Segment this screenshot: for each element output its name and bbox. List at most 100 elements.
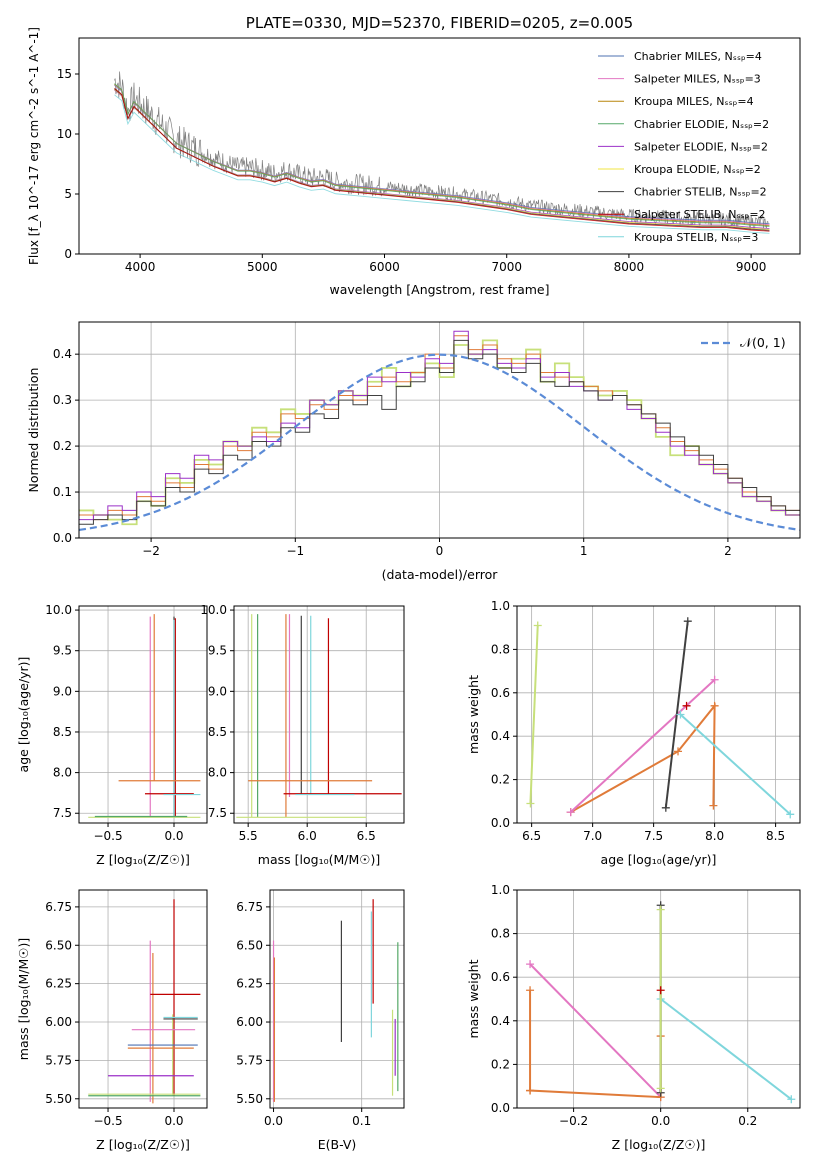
age_vs_mass-ytick-label-0: 7.5 (208, 806, 227, 820)
mass_vs_EBV-ytick-label-0: 5.50 (236, 1092, 263, 1106)
residuals-ytick-label-0: 0.0 (53, 531, 72, 545)
age_vs_mass-ytick-label-3: 9.0 (208, 684, 227, 698)
mass_vs_Z-xlabel: Z [log₁₀(Z/Z☉)] (96, 1137, 190, 1152)
residuals-xtick-label-0: −2 (142, 544, 160, 558)
weight_vs_Z-marker-3-1 (787, 1095, 796, 1104)
legend-label-7: Salpeter STELIB, Nₛₛₚ=2 (634, 208, 766, 221)
weight_vs_Z-xtick-label-2: 0.2 (738, 1114, 757, 1128)
age_vs_Z-ytick-label-2: 8.5 (53, 725, 72, 739)
weight_vs_Z-marker-1-2 (526, 1086, 535, 1095)
weight_vs_age-marker-3-1 (683, 617, 692, 626)
spectrum-xtick-label-0: 4000 (125, 260, 156, 274)
spectrum-ytick-label-1: 5 (64, 187, 72, 201)
legend-label-6: Chabrier STELIB, Nₛₛₚ=2 (634, 186, 767, 199)
mass_vs_Z-ytick-label-1: 5.75 (45, 1053, 72, 1067)
age_vs_mass-ytick-label-2: 8.5 (208, 725, 227, 739)
spectrum-spines (78, 37, 801, 255)
age_vs_mass-plot-area (236, 614, 402, 818)
age_vs_Z-xlabel: Z [log₁₀(Z/Z☉)] (96, 852, 190, 867)
weight_vs_age-marker-2-1 (710, 675, 719, 684)
age_vs_mass-frame: 5.5 6.0 6.5 7.5 8.0 8.5 9.0 9.5 10.0 (200, 603, 405, 843)
weight_vs_Z-line-0 (529, 963, 662, 1098)
weight_vs_age-line-2 (569, 679, 716, 813)
histogram-2 (79, 330, 800, 521)
age_vs_Z-ytick-label-3: 9.0 (53, 684, 72, 698)
weight_vs_age-marker-3-0 (661, 803, 670, 812)
weight_vs_age-xtick-label-3: 8.0 (705, 829, 724, 843)
mass_vs_EBV-xtick-label-1: 0.1 (352, 1114, 371, 1128)
mass_vs_Z-ytick-label-0: 5.50 (45, 1092, 72, 1106)
weight_vs_age-xlabel: age [log₁₀(age/yr)] (601, 852, 717, 867)
weight_vs_age-spines (516, 605, 801, 824)
weight_vs_Z-ytick-label-1: 0.2 (491, 1057, 510, 1071)
weight_vs_age-line-4 (679, 713, 791, 816)
legend-label-0: Chabrier MILES, Nₛₛₚ=4 (634, 50, 762, 63)
weight_vs_age-ytick-label-4: 0.8 (491, 642, 510, 656)
residuals-legend: 𝒩(0, 1) (701, 335, 786, 350)
age_vs_mass-ytick-label-1: 8.0 (208, 766, 227, 780)
legend-label-5: Kroupa ELODIE, Nₛₛₚ=2 (634, 163, 761, 176)
weight_vs_age-ytick-label-2: 0.4 (491, 729, 510, 743)
legend-label-2: Kroupa MILES, Nₛₛₚ=4 (634, 95, 754, 108)
weight_vs_Z-ytick-label-0: 0.0 (491, 1101, 510, 1115)
weight_vs_age-marker-0-0 (526, 799, 535, 808)
age_vs_Z-xtick-label-1: 0.0 (164, 829, 183, 843)
weight_vs_Z-ytick-label-4: 0.8 (491, 927, 510, 941)
mass_vs_Z-plot-area (88, 899, 201, 1104)
weight_vs_age-xtick-label-1: 7.0 (583, 829, 602, 843)
age_vs_mass-ytick-label-4: 9.5 (208, 644, 227, 658)
spectrum-xtick-label-3: 7000 (491, 260, 522, 274)
weight_vs_Z-xtick-label-1: 0.0 (651, 1114, 670, 1128)
weight_vs_age-ytick-label-0: 0.0 (491, 816, 510, 830)
residuals-ytick-label-3: 0.3 (53, 393, 72, 407)
weight_vs_Z-xtick-label-0: −0.2 (559, 1114, 588, 1128)
weight_vs_age-marker-4-0 (676, 710, 685, 719)
age_vs_mass-xtick-label-1: 6.0 (298, 829, 317, 843)
mass_vs_EBV-frame: 0.0 0.1 5.50 5.75 6.00 6.25 6.50 6.75 (236, 889, 405, 1128)
age_vs_mass-xtick-label-2: 6.5 (357, 829, 376, 843)
spectrum-xtick-label-1: 5000 (247, 260, 278, 274)
weight_vs_age-marker-1-3 (709, 801, 718, 810)
residuals-ytick-label-2: 0.2 (53, 439, 72, 453)
legend-label-1: Salpeter MILES, Nₛₛₚ=3 (634, 73, 761, 86)
residuals-ytick-label-1: 0.1 (53, 485, 72, 499)
mass_vs_Z-spines (78, 889, 208, 1109)
residuals-xtick-label-4: 2 (724, 544, 732, 558)
mass_vs_EBV-ytick-label-1: 5.75 (236, 1053, 263, 1067)
weight_vs_age-xtick-label-2: 7.5 (644, 829, 663, 843)
weight_vs_Z-marker-4-0 (656, 1084, 665, 1093)
age_vs_mass-axes (234, 606, 404, 823)
model-line-7 (114, 88, 770, 232)
age_vs_Z-ytick-label-5: 10.0 (45, 603, 72, 617)
spectrum-xlabel: wavelength [Angstrom, rest frame] (329, 282, 549, 297)
weight_vs_Z-xlabel: Z [log₁₀(Z/Z☉)] (612, 1137, 706, 1152)
weight_vs_Z-ytick-label-3: 0.6 (491, 970, 510, 984)
weight_vs_age-line-0 (529, 625, 539, 804)
age_vs_Z-frame: −0.5 0.0 7.5 8.0 8.5 9.0 9.5 10.0 (45, 603, 208, 843)
weight_vs_Z-marker-1-0 (526, 986, 535, 995)
mass_vs_Z-ytick-label-3: 6.25 (45, 977, 72, 991)
mass_vs_EBV-ytick-label-3: 6.25 (236, 977, 263, 991)
weight_vs_Z-ytick-label-2: 0.4 (491, 1014, 510, 1028)
model-line-3 (114, 83, 770, 227)
spectrum-plot-area (114, 71, 770, 234)
mass_vs_EBV-ytick-label-4: 6.50 (236, 938, 263, 952)
mass_vs_EBV-plot-area (272, 899, 399, 1102)
weight_vs_age-marker-1-1 (674, 747, 683, 756)
weight_vs_age-marker-4-1 (786, 810, 795, 819)
spectrum-legend: Chabrier MILES, Nₛₛₚ=4 Salpeter MILES, Nₛ… (598, 50, 769, 244)
model-line-8 (114, 94, 770, 234)
spectrum-xtick-label-2: 6000 (369, 260, 400, 274)
age_vs_Z-ytick-label-0: 7.5 (53, 806, 72, 820)
weight_vs_age-marker-1-2 (710, 701, 719, 710)
spectrum-xtick-label-4: 8000 (614, 260, 645, 274)
spectrum-xtick-label-5: 9000 (736, 260, 767, 274)
mass_vs_Z-ytick-label-5: 6.75 (45, 900, 72, 914)
age_vs_mass-xtick-label-0: 5.5 (239, 829, 258, 843)
weight_vs_age-ylabel: mass weight (466, 675, 481, 754)
spectrum-title: PLATE=0330, MJD=52370, FIBERID=0205, z=0… (246, 14, 633, 32)
spectrum-ytick-label-3: 15 (57, 67, 72, 81)
mass_vs_Z-ytick-label-2: 6.00 (45, 1015, 72, 1029)
mass_vs_Z-frame: −0.5 0.0 5.50 5.75 6.00 6.25 6.50 6.75 (45, 889, 208, 1128)
residuals-xtick-label-3: 1 (580, 544, 588, 558)
